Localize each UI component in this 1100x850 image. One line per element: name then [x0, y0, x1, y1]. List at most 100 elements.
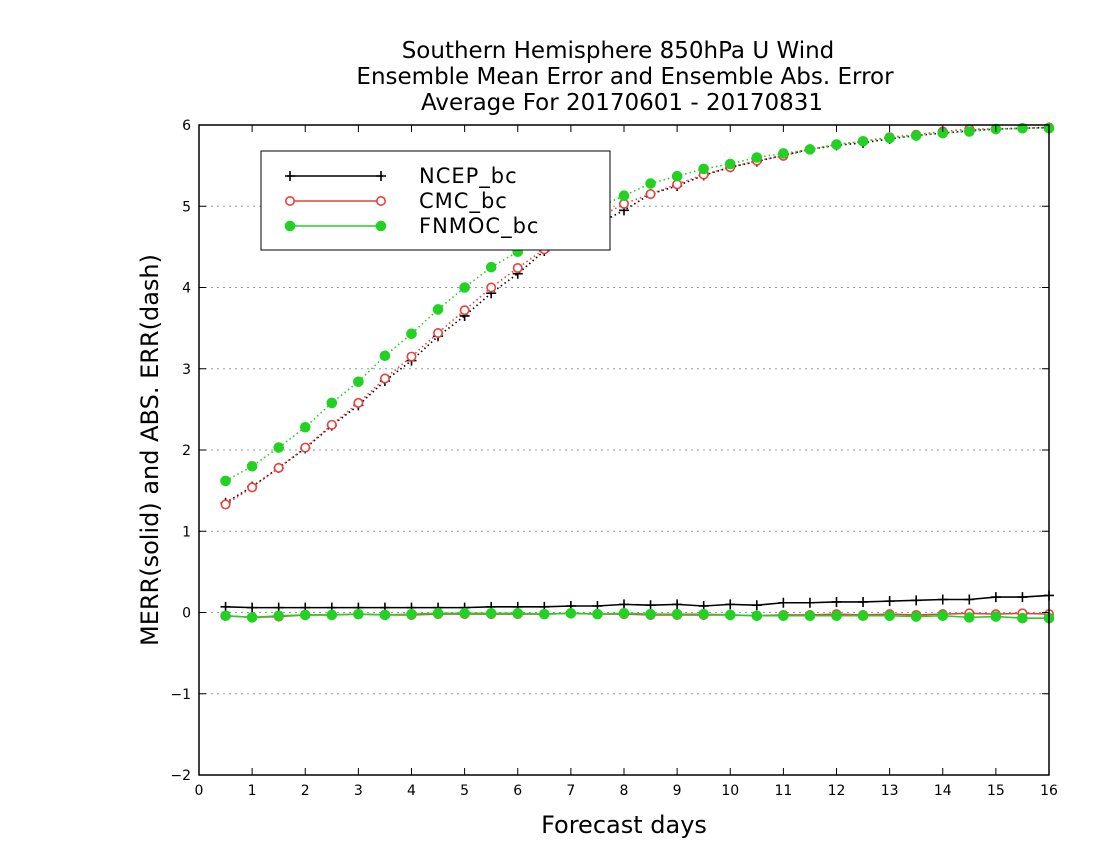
mean-error-point	[246, 612, 258, 623]
abs-error-point	[326, 419, 337, 430]
abs-error-point	[459, 282, 470, 293]
abs-error-point	[220, 475, 231, 487]
abs-error-point	[884, 132, 895, 144]
mean-error-point	[724, 609, 736, 621]
y-tick-label: 4	[182, 281, 191, 297]
abs-error-point	[246, 460, 258, 472]
mean-error-point	[619, 599, 629, 610]
abs-error-point	[379, 373, 390, 384]
legend-entry: NCEP_bc	[285, 164, 517, 189]
mean-error-point	[485, 608, 497, 619]
x-tick-label: 9	[673, 783, 682, 799]
mean-error-point	[910, 611, 922, 622]
chart-title-line-3: Average For 20170601 - 20170831	[421, 90, 823, 116]
abs-error-point	[804, 144, 816, 155]
mean-error-point	[831, 610, 842, 622]
x-tick-label: 15	[987, 783, 1005, 799]
legend-label: FNMOC_bc	[419, 214, 539, 239]
abs-error-point	[406, 351, 417, 362]
mean-error-point	[379, 609, 391, 621]
y-tick-label: 5	[182, 199, 191, 215]
y-tick-label: −2	[170, 768, 191, 784]
mean-error-point	[937, 594, 948, 605]
abs-error-point	[220, 499, 231, 510]
grid-lines	[199, 205, 1049, 695]
x-tick-label: 0	[195, 783, 204, 799]
legend-marker	[375, 220, 387, 232]
mean-error-line	[225, 594, 1050, 609]
mean-error-point	[778, 597, 789, 608]
mean-error-point	[273, 610, 284, 622]
mean-error-point	[645, 600, 656, 611]
mean-error-point	[326, 609, 338, 621]
abs-error-point	[459, 305, 470, 316]
mean-error-point	[406, 608, 417, 620]
mean-error-point	[964, 612, 975, 623]
mean-error-point	[220, 610, 231, 622]
abs-error-point	[618, 190, 630, 201]
mean-error-point	[353, 608, 364, 620]
legend-entry: CMC_bc	[284, 189, 508, 214]
abs-error-point	[273, 462, 284, 473]
mean-error-point	[751, 610, 763, 622]
x-tick-label: 16	[1040, 783, 1058, 799]
mean-error-point	[698, 608, 709, 620]
mean-error-point	[911, 595, 922, 606]
abs-error-point	[698, 163, 709, 175]
mean-error-point	[565, 608, 577, 619]
mean-error-point	[459, 608, 470, 619]
mean-error-point	[672, 599, 683, 610]
legend-marker	[285, 171, 295, 181]
x-tick-label: 5	[460, 783, 469, 799]
x-axis-label: Forecast days	[541, 811, 707, 839]
series-layer	[220, 122, 1055, 624]
mean-error-point	[618, 608, 630, 619]
x-tick-label: 2	[301, 783, 310, 799]
mean-error-point	[432, 608, 444, 619]
mean-error-point	[804, 610, 816, 622]
y-tick-label: 3	[182, 362, 191, 378]
y-tick-label: −1	[170, 687, 191, 703]
x-tick-label: 6	[513, 783, 522, 799]
mean-error-point	[220, 601, 231, 612]
mean-error-point	[247, 602, 258, 613]
mean-error-point	[990, 611, 1002, 622]
x-tick-label: 3	[354, 783, 363, 799]
mean-error-point	[751, 600, 762, 611]
legend-marker	[375, 196, 386, 207]
mean-error-point	[592, 608, 603, 620]
abs-error-point	[724, 158, 736, 170]
mean-error-point	[539, 608, 550, 620]
legend-entry: FNMOC_bc	[284, 214, 539, 239]
x-tick-label: 14	[934, 783, 952, 799]
abs-error-point	[433, 327, 444, 338]
y-tick-label: 6	[182, 118, 191, 134]
mean-error-point	[990, 592, 1001, 603]
abs-error-point	[910, 130, 922, 141]
mean-error-point	[857, 610, 869, 622]
abs-error-point	[964, 126, 975, 137]
abs-error-point	[645, 189, 656, 200]
x-tick-label: 11	[774, 783, 792, 799]
abs-error-point	[432, 304, 444, 315]
mean-error-point	[645, 608, 656, 620]
mean-error-point	[1017, 612, 1028, 624]
legend-marker	[284, 196, 295, 207]
mean-error-point	[804, 597, 815, 608]
mean-error-point	[671, 608, 683, 620]
abs-error-point	[831, 139, 842, 150]
x-tick-label: 10	[721, 783, 739, 799]
legend-label: CMC_bc	[419, 189, 508, 214]
abs-error-point	[1017, 122, 1028, 134]
chart-title-line-2: Ensemble Mean Error and Ensemble Abs. Er…	[356, 64, 894, 90]
abs-error-point	[326, 397, 338, 409]
series-FNMOC_bc	[220, 122, 1055, 624]
mean-error-point	[964, 594, 975, 605]
abs-error-point	[645, 178, 656, 189]
abs-error-point	[353, 397, 364, 408]
abs-error-point	[751, 152, 763, 163]
abs-error-point	[512, 262, 523, 273]
